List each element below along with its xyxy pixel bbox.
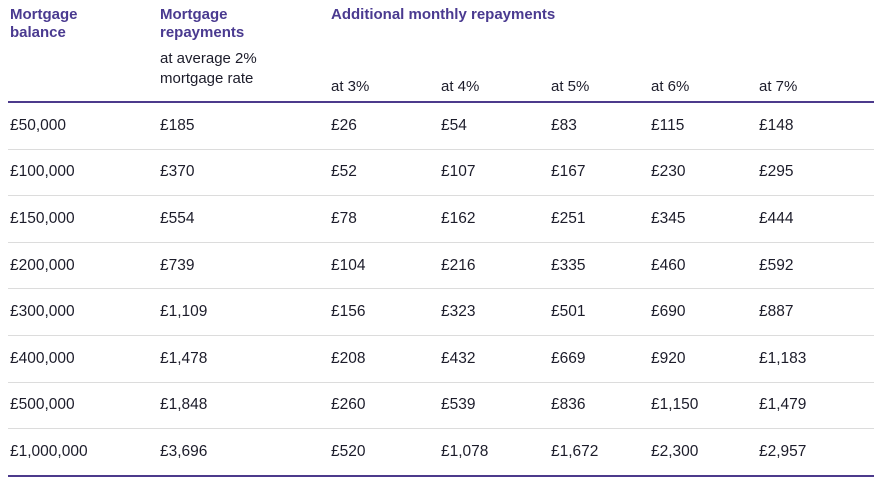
cell-additional-5: £836: [551, 396, 586, 414]
cell-additional-6: £920: [651, 349, 686, 367]
cell-repayment: £3,696: [160, 442, 208, 460]
cell-additional-5: £83: [551, 116, 577, 134]
header-rate-4: at 4%: [441, 78, 480, 95]
cell-additional-5: £669: [551, 349, 586, 367]
header-mortgage-repayments: Mortgage repayments: [160, 6, 245, 41]
header-rate-6: at 6%: [651, 78, 690, 95]
table-row: £300,000 £1,109 £156 £323 £501 £690 £887: [8, 289, 874, 336]
cell-additional-7: £295: [759, 163, 794, 181]
cell-additional-7: £887: [759, 303, 794, 321]
cell-additional-5: £167: [551, 163, 586, 181]
cell-repayment: £1,109: [160, 303, 208, 321]
cell-additional-6: £115: [651, 116, 685, 134]
cell-additional-5: £501: [551, 303, 586, 321]
cell-balance: £500,000: [10, 396, 75, 414]
cell-balance: £100,000: [10, 163, 75, 181]
cell-additional-7: £2,957: [759, 442, 807, 460]
cell-additional-6: £345: [651, 209, 686, 227]
table-row: £150,000 £554 £78 £162 £251 £345 £444: [8, 196, 874, 243]
table-row: £500,000 £1,848 £260 £539 £836 £1,150 £1…: [8, 383, 874, 430]
cell-additional-4: £107: [441, 163, 476, 181]
cell-additional-4: £323: [441, 303, 476, 321]
cell-additional-4: £54: [441, 116, 467, 134]
mortgage-repayments-table: Mortgage balance Mortgage repayments at …: [8, 0, 874, 477]
cell-additional-3: £156: [331, 303, 366, 321]
cell-repayment: £1,478: [160, 349, 208, 367]
cell-additional-4: £216: [441, 256, 476, 274]
cell-additional-7: £148: [759, 116, 794, 134]
cell-additional-7: £444: [759, 209, 794, 227]
cell-balance: £400,000: [10, 349, 75, 367]
cell-balance: £50,000: [10, 116, 67, 134]
header-rate-5: at 5%: [551, 78, 590, 95]
table-header: Mortgage balance Mortgage repayments at …: [8, 0, 874, 103]
cell-additional-4: £1,078: [441, 442, 489, 460]
cell-additional-3: £104: [331, 256, 366, 274]
cell-repayment: £739: [160, 256, 195, 274]
header-repayments-subtitle: at average 2% mortgage rate: [160, 50, 257, 87]
cell-additional-3: £260: [331, 396, 366, 414]
cell-additional-4: £162: [441, 209, 476, 227]
cell-additional-4: £432: [441, 349, 476, 367]
cell-repayment: £185: [160, 116, 195, 134]
cell-additional-3: £208: [331, 349, 366, 367]
table-row: £200,000 £739 £104 £216 £335 £460 £592: [8, 243, 874, 290]
cell-balance: £200,000: [10, 256, 75, 274]
cell-additional-3: £26: [331, 116, 357, 134]
cell-additional-6: £230: [651, 163, 686, 181]
cell-additional-7: £1,479: [759, 396, 807, 414]
cell-balance: £1,000,000: [10, 442, 88, 460]
cell-additional-7: £592: [759, 256, 794, 274]
cell-additional-7: £1,183: [759, 349, 807, 367]
cell-additional-3: £520: [331, 442, 366, 460]
cell-repayment: £1,848: [160, 396, 208, 414]
table-row: £50,000 £185 £26 £54 £83 £115 £148: [8, 103, 874, 150]
table-row: £400,000 £1,478 £208 £432 £669 £920 £1,1…: [8, 336, 874, 383]
cell-additional-4: £539: [441, 396, 476, 414]
cell-additional-3: £78: [331, 209, 357, 227]
cell-balance: £300,000: [10, 303, 75, 321]
cell-additional-5: £335: [551, 256, 586, 274]
header-rate-3: at 3%: [331, 78, 370, 95]
header-mortgage-balance: Mortgage balance: [10, 6, 78, 41]
cell-balance: £150,000: [10, 209, 75, 227]
cell-additional-3: £52: [331, 163, 357, 181]
cell-repayment: £554: [160, 209, 195, 227]
cell-additional-6: £2,300: [651, 442, 699, 460]
cell-additional-5: £251: [551, 209, 586, 227]
header-additional-monthly-repayments: Additional monthly repayments: [331, 6, 556, 23]
table-row: £100,000 £370 £52 £107 £167 £230 £295: [8, 150, 874, 197]
cell-additional-6: £460: [651, 256, 686, 274]
cell-repayment: £370: [160, 163, 195, 181]
header-rate-7: at 7%: [759, 78, 798, 95]
cell-additional-6: £1,150: [651, 396, 699, 414]
table-row: £1,000,000 £3,696 £520 £1,078 £1,672 £2,…: [8, 429, 874, 477]
cell-additional-6: £690: [651, 303, 686, 321]
cell-additional-5: £1,672: [551, 442, 599, 460]
